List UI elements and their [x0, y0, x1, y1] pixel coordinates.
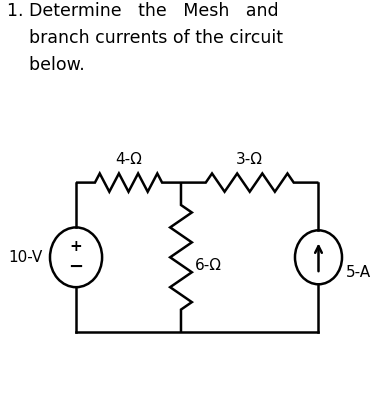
- Text: −: −: [68, 258, 84, 276]
- Text: +: +: [70, 239, 82, 254]
- Text: 3-Ω: 3-Ω: [236, 152, 263, 167]
- Text: below.: below.: [7, 56, 85, 74]
- Text: 6-Ω: 6-Ω: [195, 258, 222, 273]
- Text: branch currents of the circuit: branch currents of the circuit: [7, 29, 283, 47]
- Text: 1. Determine   the   Mesh   and: 1. Determine the Mesh and: [7, 2, 279, 20]
- Text: 5-A: 5-A: [346, 266, 371, 281]
- Text: 10-V: 10-V: [9, 250, 43, 265]
- Text: 4-Ω: 4-Ω: [115, 152, 142, 167]
